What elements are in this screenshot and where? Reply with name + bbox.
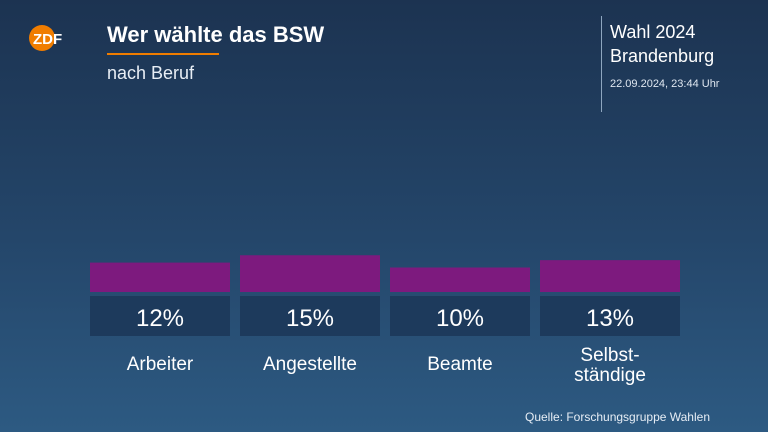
category-label-3-1: ständige <box>574 365 646 386</box>
value-box-2 <box>390 296 530 336</box>
value-label-1: 15% <box>286 305 334 332</box>
value-label-2: 10% <box>436 305 484 332</box>
zdf-logo-text: ZDF <box>33 31 62 48</box>
source-note: Quelle: Forschungsgruppe Wahlen <box>525 410 710 424</box>
category-label-3-0: Selbst- <box>580 345 639 366</box>
bar-0 <box>90 262 230 292</box>
bar-1 <box>240 255 380 292</box>
election-info: Wahl 2024 Brandenburg <box>610 20 714 68</box>
zdf-logo: ZDF <box>29 25 62 51</box>
bar-3 <box>540 260 680 292</box>
value-label-3: 13% <box>586 305 634 332</box>
value-label-0: 12% <box>136 305 184 332</box>
header-divider <box>601 16 602 112</box>
value-box-3 <box>540 296 680 336</box>
chart-subtitle: nach Beruf <box>107 63 195 83</box>
chart-title: Wer wählte das BSW <box>107 22 325 47</box>
bar-2 <box>390 267 530 292</box>
election-line-1: Wahl 2024 <box>610 22 696 42</box>
value-box-0 <box>90 296 230 336</box>
election-line-2: Brandenburg <box>610 46 715 66</box>
category-label-0-0: Arbeiter <box>127 354 194 375</box>
timestamp: 22.09.2024, 23:44 Uhr <box>610 78 720 90</box>
category-label-2-0: Beamte <box>427 354 492 375</box>
category-label-1-0: Angestellte <box>263 354 357 375</box>
value-box-1 <box>240 296 380 336</box>
title-underline <box>107 53 219 55</box>
